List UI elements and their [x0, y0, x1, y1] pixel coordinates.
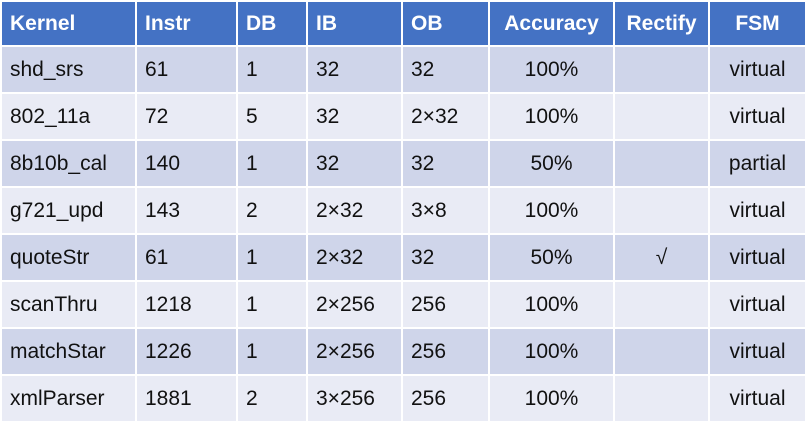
table-row: xmlParser 1881 2 3×256 256 100% virtual	[0, 374, 805, 423]
cell-accuracy: 50%	[488, 139, 615, 188]
cell-rectify	[613, 139, 710, 188]
cell-db: 1	[236, 280, 308, 329]
cell-db: 1	[236, 327, 308, 376]
cell-ib: 2×32	[306, 186, 403, 235]
cell-accuracy: 100%	[488, 374, 615, 423]
cell-accuracy: 100%	[488, 45, 615, 94]
cell-accuracy: 100%	[488, 327, 615, 376]
cell-ob: 32	[401, 45, 490, 94]
cell-fsm: virtual	[708, 45, 805, 94]
cell-fsm: virtual	[708, 280, 805, 329]
cell-ib: 32	[306, 92, 403, 141]
cell-ib: 2×256	[306, 280, 403, 329]
cell-rectify	[613, 280, 710, 329]
header-accuracy: Accuracy	[488, 0, 615, 47]
table-row: scanThru 1218 1 2×256 256 100% virtual	[0, 280, 805, 329]
header-db: DB	[236, 0, 308, 47]
cell-ob: 2×32	[401, 92, 490, 141]
cell-instr: 140	[135, 139, 238, 188]
cell-accuracy: 100%	[488, 280, 615, 329]
cell-instr: 72	[135, 92, 238, 141]
cell-instr: 61	[135, 45, 238, 94]
cell-ob: 256	[401, 374, 490, 423]
cell-fsm: virtual	[708, 233, 805, 282]
cell-accuracy: 100%	[488, 92, 615, 141]
cell-db: 2	[236, 374, 308, 423]
header-ob: OB	[401, 0, 490, 47]
header-rectify: Rectify	[613, 0, 710, 47]
cell-accuracy: 50%	[488, 233, 615, 282]
cell-ib: 3×256	[306, 374, 403, 423]
cell-rectify	[613, 186, 710, 235]
cell-ib: 2×32	[306, 233, 403, 282]
cell-db: 2	[236, 186, 308, 235]
header-instr: Instr	[135, 0, 238, 47]
header-row: Kernel Instr DB IB OB Accuracy Rectify F…	[0, 0, 805, 47]
cell-rectify: √	[613, 233, 710, 282]
cell-instr: 1218	[135, 280, 238, 329]
cell-instr: 1226	[135, 327, 238, 376]
cell-ib: 2×256	[306, 327, 403, 376]
cell-ib: 32	[306, 45, 403, 94]
cell-fsm: partial	[708, 139, 805, 188]
cell-fsm: virtual	[708, 374, 805, 423]
cell-ob: 256	[401, 280, 490, 329]
cell-db: 5	[236, 92, 308, 141]
cell-rectify	[613, 92, 710, 141]
cell-db: 1	[236, 45, 308, 94]
cell-ob: 3×8	[401, 186, 490, 235]
table-row: 802_11a 72 5 32 2×32 100% virtual	[0, 92, 805, 141]
cell-db: 1	[236, 139, 308, 188]
cell-kernel: scanThru	[0, 280, 137, 329]
cell-kernel: 802_11a	[0, 92, 137, 141]
cell-ob: 32	[401, 139, 490, 188]
cell-instr: 61	[135, 233, 238, 282]
cell-ib: 32	[306, 139, 403, 188]
cell-kernel: matchStar	[0, 327, 137, 376]
table-row: matchStar 1226 1 2×256 256 100% virtual	[0, 327, 805, 376]
table-row: 8b10b_cal 140 1 32 32 50% partial	[0, 139, 805, 188]
cell-ob: 256	[401, 327, 490, 376]
cell-accuracy: 100%	[488, 186, 615, 235]
cell-rectify	[613, 374, 710, 423]
table-row: shd_srs 61 1 32 32 100% virtual	[0, 45, 805, 94]
cell-kernel: quoteStr	[0, 233, 137, 282]
cell-kernel: g721_upd	[0, 186, 137, 235]
cell-ob: 32	[401, 233, 490, 282]
table-header: Kernel Instr DB IB OB Accuracy Rectify F…	[0, 0, 805, 47]
table-row: quoteStr 61 1 2×32 32 50% √ virtual	[0, 233, 805, 282]
cell-kernel: 8b10b_cal	[0, 139, 137, 188]
cell-kernel: xmlParser	[0, 374, 137, 423]
cell-instr: 1881	[135, 374, 238, 423]
cell-rectify	[613, 45, 710, 94]
cell-rectify	[613, 327, 710, 376]
cell-fsm: virtual	[708, 92, 805, 141]
cell-db: 1	[236, 233, 308, 282]
table-body: shd_srs 61 1 32 32 100% virtual 802_11a …	[0, 45, 805, 423]
cell-kernel: shd_srs	[0, 45, 137, 94]
header-ib: IB	[306, 0, 403, 47]
header-fsm: FSM	[708, 0, 805, 47]
cell-instr: 143	[135, 186, 238, 235]
cell-fsm: virtual	[708, 327, 805, 376]
table-row: g721_upd 143 2 2×32 3×8 100% virtual	[0, 186, 805, 235]
header-kernel: Kernel	[0, 0, 137, 47]
cell-fsm: virtual	[708, 186, 805, 235]
